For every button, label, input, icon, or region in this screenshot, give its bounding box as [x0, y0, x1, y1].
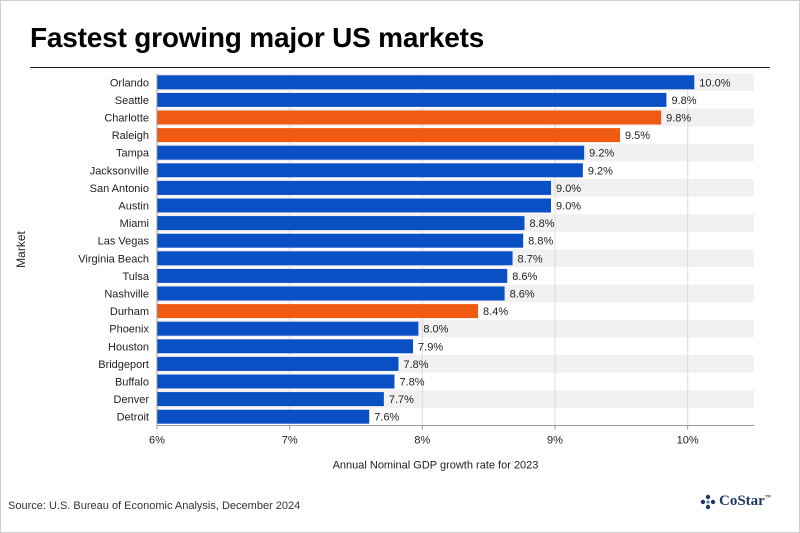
bar-durham — [157, 304, 479, 319]
data-label: 8.6% — [510, 289, 535, 301]
bar-seattle — [157, 92, 667, 107]
data-label: 9.5% — [625, 130, 650, 142]
category-label: Jacksonville — [90, 165, 149, 177]
category-label: Charlotte — [104, 113, 149, 125]
x-tick-label: 9% — [547, 435, 563, 447]
bar-nashville — [157, 286, 505, 301]
category-label: Phoenix — [109, 324, 149, 336]
bar-tulsa — [157, 268, 508, 283]
data-label: 7.9% — [418, 341, 443, 353]
bar-austin — [157, 198, 552, 213]
data-label: 7.7% — [389, 394, 414, 406]
data-label: 8.6% — [512, 271, 537, 283]
data-label: 9.2% — [589, 148, 614, 160]
bar-houston — [157, 339, 414, 354]
data-label: 9.0% — [556, 183, 581, 195]
data-label: 7.8% — [403, 359, 428, 371]
data-label: 9.2% — [588, 165, 613, 177]
bar-miami — [157, 216, 525, 231]
category-label: Tampa — [116, 148, 150, 160]
data-label: 7.8% — [399, 377, 424, 389]
category-label: Orlando — [110, 77, 149, 89]
bar-buffalo — [157, 374, 395, 389]
category-label: Detroit — [117, 412, 149, 424]
x-tick-label: 10% — [677, 435, 699, 447]
category-label: Seattle — [115, 95, 149, 107]
bar-bridgeport — [157, 356, 399, 371]
category-label: Raleigh — [112, 130, 149, 142]
bar-denver — [157, 392, 384, 407]
category-label: Bridgeport — [98, 359, 149, 371]
x-tick-label: 6% — [149, 435, 165, 447]
category-label: Virginia Beach — [78, 253, 149, 265]
bar-jacksonville — [157, 163, 583, 178]
data-label: 9.0% — [556, 201, 581, 213]
title-divider — [30, 67, 770, 68]
bar-raleigh — [157, 128, 621, 143]
category-label: Las Vegas — [98, 236, 150, 248]
category-label: Durham — [110, 306, 149, 318]
source-note: Source: U.S. Bureau of Economic Analysis… — [8, 500, 301, 512]
category-label: Tulsa — [123, 271, 150, 283]
costar-logo-icon — [700, 494, 716, 509]
data-label: 9.8% — [666, 113, 691, 125]
data-label: 8.8% — [529, 218, 554, 230]
y-axis-title: Market — [14, 231, 28, 268]
data-label: 8.7% — [518, 253, 543, 265]
chart-title: Fastest growing major US markets — [30, 22, 485, 53]
category-label: Miami — [120, 218, 149, 230]
costar-logo: CoStar™ — [700, 493, 771, 510]
x-axis-title: Annual Nominal GDP growth rate for 2023 — [333, 460, 539, 472]
bar-virginia-beach — [157, 251, 513, 266]
bar-phoenix — [157, 321, 419, 336]
bar-las-vegas — [157, 233, 524, 248]
bar-charlotte — [157, 110, 662, 125]
data-label: 8.0% — [423, 324, 448, 336]
category-label: Buffalo — [115, 377, 149, 389]
bar-detroit — [157, 409, 370, 424]
category-label: Nashville — [104, 289, 149, 301]
x-tick-label: 7% — [282, 435, 298, 447]
data-label: 9.8% — [671, 95, 696, 107]
data-label: 8.8% — [528, 236, 553, 248]
data-label: 7.6% — [374, 412, 399, 424]
category-label: Denver — [114, 394, 150, 406]
category-label: Austin — [118, 201, 149, 213]
x-tick-label: 8% — [414, 435, 430, 447]
data-label: 10.0% — [699, 77, 730, 89]
bar-tampa — [157, 145, 585, 160]
bar-orlando — [157, 75, 695, 90]
bar-san-antonio — [157, 180, 552, 195]
category-label: San Antonio — [90, 183, 149, 195]
category-label: Houston — [108, 341, 149, 353]
data-label: 8.4% — [483, 306, 508, 318]
costar-logo-text: CoStar™ — [719, 493, 771, 509]
